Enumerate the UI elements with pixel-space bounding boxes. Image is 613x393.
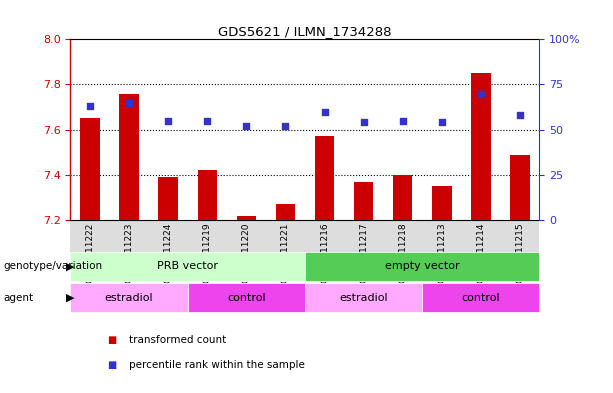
Point bbox=[124, 99, 134, 106]
Bar bbox=[314, 136, 334, 220]
Text: ■: ■ bbox=[107, 335, 116, 345]
Bar bbox=[432, 186, 452, 220]
Bar bbox=[158, 177, 178, 220]
Bar bbox=[237, 215, 256, 220]
Text: ■: ■ bbox=[107, 360, 116, 371]
Bar bbox=[471, 73, 490, 220]
Text: genotype/variation: genotype/variation bbox=[3, 261, 102, 271]
Text: ▶: ▶ bbox=[66, 293, 75, 303]
Point bbox=[85, 103, 95, 109]
Point bbox=[281, 123, 291, 129]
Text: agent: agent bbox=[3, 293, 33, 303]
Title: GDS5621 / ILMN_1734288: GDS5621 / ILMN_1734288 bbox=[218, 25, 392, 38]
Bar bbox=[354, 182, 373, 220]
Text: percentile rank within the sample: percentile rank within the sample bbox=[129, 360, 305, 371]
Bar bbox=[393, 175, 413, 220]
Text: empty vector: empty vector bbox=[385, 261, 460, 271]
Text: ▶: ▶ bbox=[66, 261, 75, 271]
Point bbox=[319, 108, 329, 115]
Point bbox=[437, 119, 447, 126]
Text: control: control bbox=[462, 293, 500, 303]
Bar bbox=[276, 204, 295, 220]
Bar bbox=[197, 170, 217, 220]
Point bbox=[163, 118, 173, 124]
Bar bbox=[510, 154, 530, 220]
Text: estradiol: estradiol bbox=[105, 293, 153, 303]
Text: control: control bbox=[227, 293, 265, 303]
Point bbox=[359, 119, 368, 126]
Point bbox=[515, 112, 525, 118]
Point bbox=[398, 118, 408, 124]
Point bbox=[242, 123, 251, 129]
Point bbox=[476, 90, 485, 97]
Text: PRB vector: PRB vector bbox=[157, 261, 218, 271]
Point bbox=[202, 118, 212, 124]
Text: estradiol: estradiol bbox=[339, 293, 388, 303]
Bar bbox=[120, 94, 139, 220]
Text: transformed count: transformed count bbox=[129, 335, 226, 345]
Bar bbox=[80, 118, 100, 220]
